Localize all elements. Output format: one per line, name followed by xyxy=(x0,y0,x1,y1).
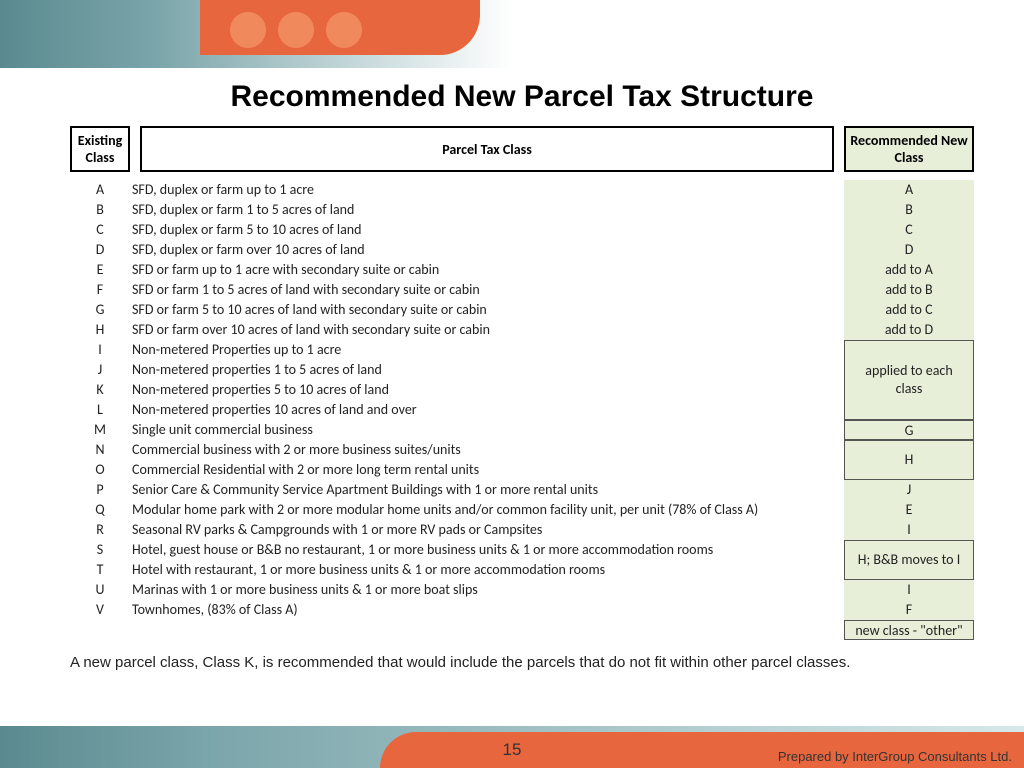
description-cell: Non-metered properties 5 to 10 acres of … xyxy=(130,380,834,400)
description-cell: Commercial Residential with 2 or more lo… xyxy=(130,460,834,480)
column-recommended: ABCDadd to Aadd to Badd to Cadd to Dappl… xyxy=(844,180,974,640)
existing-class-cell: F xyxy=(70,280,130,300)
existing-class-cell: L xyxy=(70,400,130,420)
existing-class-cell: M xyxy=(70,420,130,440)
existing-class-cell: D xyxy=(70,240,130,260)
existing-class-cell: C xyxy=(70,220,130,240)
recommended-class-cell: F xyxy=(844,600,974,620)
recommended-class-cell: new class - "other" xyxy=(844,620,974,640)
description-cell: Single unit commercial business xyxy=(130,420,834,440)
existing-class-cell: I xyxy=(70,340,130,360)
recommended-class-cell: C xyxy=(844,220,974,240)
existing-class-cell: R xyxy=(70,520,130,540)
recommended-class-cell: A xyxy=(844,180,974,200)
recommended-class-cell: applied to each class xyxy=(844,340,974,420)
description-cell: SFD or farm 5 to 10 acres of land with s… xyxy=(130,300,834,320)
description-cell: Hotel with restaurant, 1 or more busines… xyxy=(130,560,834,580)
description-cell: Modular home park with 2 or more modular… xyxy=(130,500,834,520)
existing-class-cell: A xyxy=(70,180,130,200)
column-description: SFD, duplex or farm up to 1 acreSFD, dup… xyxy=(130,180,834,640)
description-cell: SFD or farm 1 to 5 acres of land with se… xyxy=(130,280,834,300)
recommended-class-cell: B xyxy=(844,200,974,220)
top-circles xyxy=(230,12,362,48)
existing-class-cell: K xyxy=(70,380,130,400)
description-cell: SFD, duplex or farm over 10 acres of lan… xyxy=(130,240,834,260)
recommended-class-cell: I xyxy=(844,520,974,540)
slide-content: Recommended New Parcel Tax Structure Exi… xyxy=(70,80,974,673)
column-existing: ABCDEFGHIJKLMNOPQRSTUV xyxy=(70,180,130,640)
recommended-class-cell: J xyxy=(844,480,974,500)
existing-class-cell: J xyxy=(70,360,130,380)
recommended-class-cell: add to C xyxy=(844,300,974,320)
recommended-class-cell: G xyxy=(844,420,974,440)
description-cell: Senior Care & Community Service Apartmen… xyxy=(130,480,834,500)
existing-class-cell: S xyxy=(70,540,130,560)
slide-title: Recommended New Parcel Tax Structure xyxy=(70,80,974,114)
description-cell: Non-metered properties 10 acres of land … xyxy=(130,400,834,420)
description-cell: Commercial business with 2 or more busin… xyxy=(130,440,834,460)
recommended-class-cell: add to B xyxy=(844,280,974,300)
existing-class-cell: V xyxy=(70,600,130,620)
existing-class-cell: Q xyxy=(70,500,130,520)
existing-class-cell: U xyxy=(70,580,130,600)
table-body: ABCDEFGHIJKLMNOPQRSTUV SFD, duplex or fa… xyxy=(70,180,974,640)
recommended-class-cell: I xyxy=(844,580,974,600)
description-cell: Seasonal RV parks & Campgrounds with 1 o… xyxy=(130,520,834,540)
description-cell: Townhomes, (83% of Class A) xyxy=(130,600,834,620)
description-cell: SFD or farm over 10 acres of land with s… xyxy=(130,320,834,340)
description-cell: SFD or farm up to 1 acre with secondary … xyxy=(130,260,834,280)
description-cell: SFD, duplex or farm 1 to 5 acres of land xyxy=(130,200,834,220)
existing-class-cell: N xyxy=(70,440,130,460)
top-decorative-band xyxy=(0,0,1024,68)
existing-class-cell: H xyxy=(70,320,130,340)
description-cell: SFD, duplex or farm up to 1 acre xyxy=(130,180,834,200)
credit-line: Prepared by InterGroup Consultants Ltd. xyxy=(778,749,1012,764)
recommended-class-cell: E xyxy=(844,500,974,520)
description-cell: Non-metered Properties up to 1 acre xyxy=(130,340,834,360)
table-header-row: Existing Class Parcel Tax Class Recommen… xyxy=(70,126,974,172)
header-recommended-class: Recommended New Class xyxy=(844,126,974,172)
existing-class-cell: P xyxy=(70,480,130,500)
recommended-class-cell: add to D xyxy=(844,320,974,340)
existing-class-cell: E xyxy=(70,260,130,280)
description-cell: Marinas with 1 or more business units & … xyxy=(130,580,834,600)
existing-class-cell: B xyxy=(70,200,130,220)
description-cell: SFD, duplex or farm 5 to 10 acres of lan… xyxy=(130,220,834,240)
existing-class-cell: O xyxy=(70,460,130,480)
recommended-class-cell: H; B&B moves to I xyxy=(844,540,974,580)
header-existing-class: Existing Class xyxy=(70,126,130,172)
header-parcel-class: Parcel Tax Class xyxy=(140,126,834,172)
existing-class-cell: G xyxy=(70,300,130,320)
recommended-class-cell: H xyxy=(844,440,974,480)
description-cell: Non-metered properties 1 to 5 acres of l… xyxy=(130,360,834,380)
existing-class-cell: T xyxy=(70,560,130,580)
recommended-class-cell: D xyxy=(844,240,974,260)
description-cell: Hotel, guest house or B&B no restaurant,… xyxy=(130,540,834,560)
footnote: A new parcel class, Class K, is recommen… xyxy=(70,654,974,673)
recommended-class-cell: add to A xyxy=(844,260,974,280)
